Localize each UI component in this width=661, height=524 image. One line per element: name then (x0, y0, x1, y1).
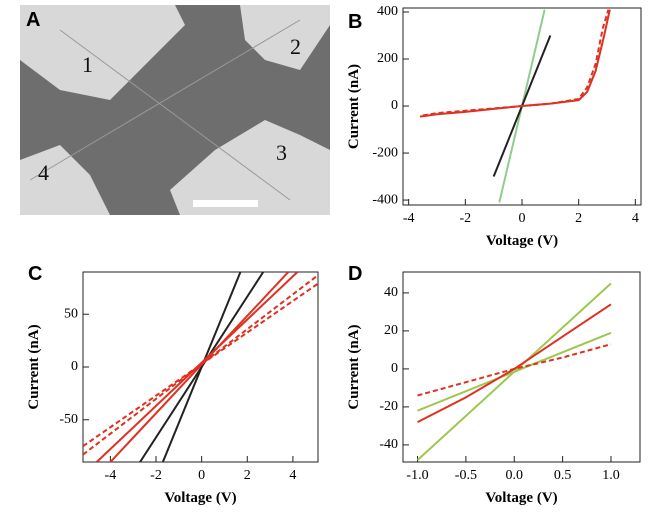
panel-label: B (348, 11, 362, 33)
x-tick-label: 0.5 (554, 468, 572, 483)
x-tick-label: -1.0 (406, 468, 428, 483)
x-tick-label: -2 (150, 468, 162, 483)
y-tick-label: -20 (379, 399, 398, 414)
electrode-label: 1 (82, 52, 93, 77)
y-axis-label: Current (nA) (346, 324, 362, 409)
y-tick-label: 400 (377, 4, 398, 19)
y-tick-label: -50 (59, 412, 78, 427)
y-tick-label: 0 (71, 359, 78, 374)
series-line (419, 9, 611, 118)
x-tick-label: 2 (575, 211, 582, 226)
series-line (417, 331, 612, 412)
x-tick-label: 0.0 (505, 468, 523, 483)
y-tick-label: 0 (391, 361, 398, 376)
x-axis-label: Voltage (V) (486, 233, 558, 249)
x-tick-label: -4 (105, 468, 117, 483)
x-axis-label: Voltage (V) (164, 490, 236, 506)
series-line (417, 343, 612, 397)
y-axis-label: Current (nA) (346, 64, 362, 149)
x-tick-label: -2 (459, 211, 471, 226)
y-tick-label: -400 (372, 192, 398, 207)
y-tick-label: -40 (379, 437, 398, 452)
x-tick-label: 1.0 (602, 468, 620, 483)
electrode (240, 5, 330, 70)
y-tick-label: 50 (64, 306, 78, 321)
y-tick-label: 200 (377, 51, 398, 66)
chart: C -4 -2 0 2 4 -50 0 50 Voltage (V) Current (nA) (26, 263, 319, 506)
y-tick-label: 40 (384, 285, 398, 300)
plot-frame (402, 271, 641, 463)
y-tick-label: 0 (391, 98, 398, 113)
electrode (20, 5, 185, 100)
x-tick-label: 4 (632, 211, 639, 226)
series-line (139, 272, 265, 462)
x-tick-label: -4 (403, 211, 415, 226)
panel-label: D (348, 263, 362, 285)
scale-bar (193, 200, 258, 207)
electrode (170, 120, 330, 215)
y-tick-label: 20 (384, 323, 398, 338)
x-tick-label: 0 (198, 468, 205, 483)
x-tick-label: 2 (244, 468, 251, 483)
chart: D -1.0 -0.5 0.0 0.5 1.0 -40 -20 0 20 40 Voltage (V)… (346, 263, 641, 506)
panel-label: C (28, 263, 42, 285)
electrode-label: 3 (276, 140, 287, 165)
chart: B -4 -2 0 2 4 -400 -200 0 200 400 Voltage (V) Curren… (346, 4, 642, 249)
y-tick-label: -200 (372, 145, 398, 160)
series-line (417, 303, 612, 423)
series-line (83, 274, 318, 456)
nanotube (29, 19, 301, 201)
image-panel: A 1 2 3 4 (20, 5, 330, 215)
electrode-label: 4 (38, 160, 49, 185)
electrode (20, 145, 110, 215)
x-tick-label: 4 (289, 468, 296, 483)
panel-label: A (26, 9, 40, 31)
y-axis-label: Current (nA) (26, 324, 42, 409)
x-tick-label: -0.5 (455, 468, 477, 483)
x-tick-label: 0 (519, 211, 526, 226)
x-axis-label: Voltage (V) (485, 490, 557, 506)
electrode-label: 2 (290, 34, 301, 59)
series-line (422, 9, 610, 117)
